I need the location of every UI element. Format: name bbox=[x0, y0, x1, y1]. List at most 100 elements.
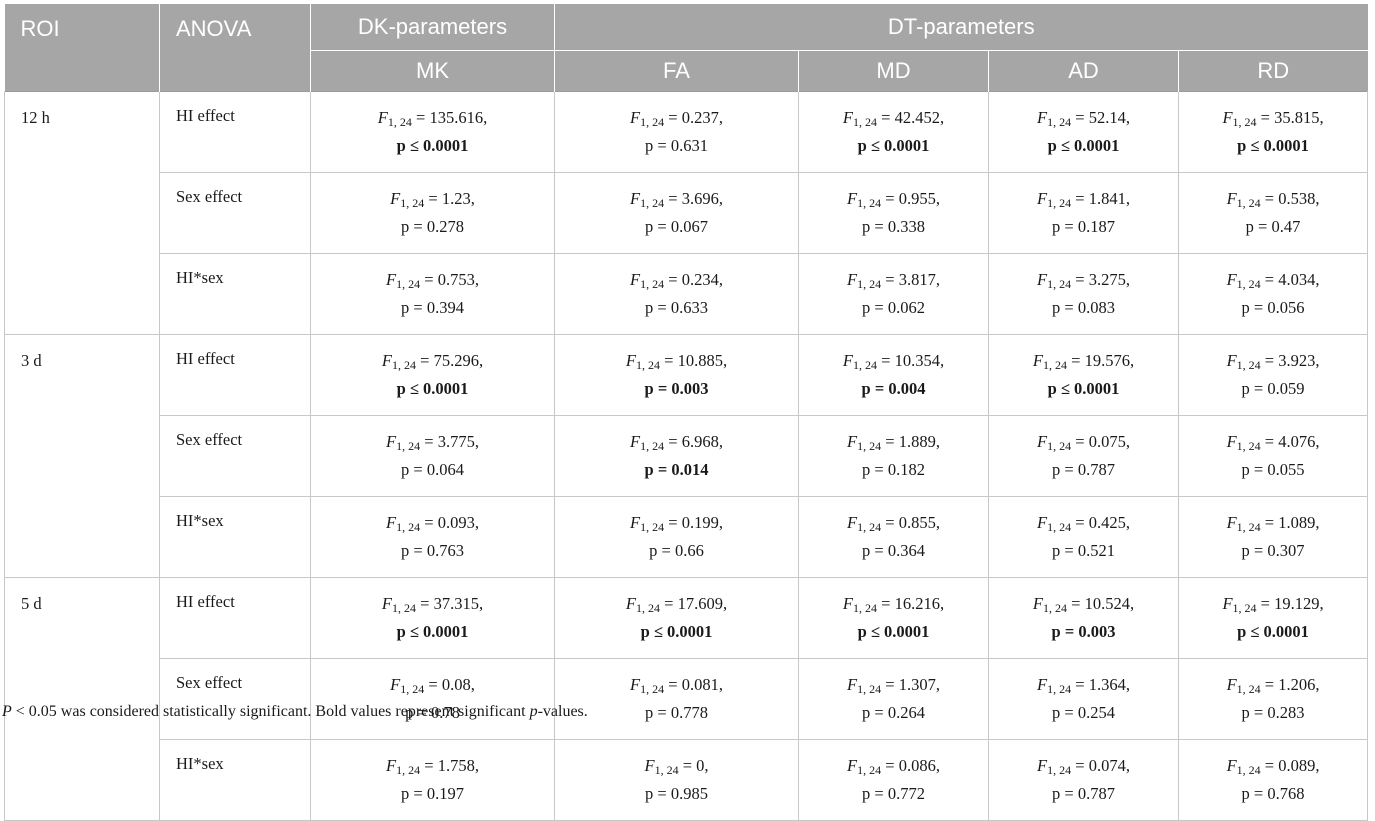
f-statistic: F1, 24 = 3.775, bbox=[386, 432, 479, 453]
p-value-significant: p ≤ 0.0001 bbox=[1237, 622, 1309, 641]
f-symbol: F bbox=[847, 432, 858, 451]
table-row: 3 d HI effect F1, 24 = 75.296, p ≤ 0.0001 F1… bbox=[4, 334, 1369, 578]
stat-cell: F1, 24 = 17.609, p ≤ 0.0001 bbox=[554, 577, 799, 659]
stat-cell: F1, 24 = 1.889, p = 0.182 bbox=[798, 415, 989, 497]
roi-cell: 12 h bbox=[4, 91, 160, 335]
f-statistic: F1, 24 = 0.08, bbox=[390, 675, 475, 696]
f-symbol: F bbox=[630, 675, 641, 694]
anova-cell: HI effect bbox=[159, 577, 311, 659]
f-degrees: 1, 24 bbox=[1047, 115, 1072, 129]
f-degrees: 1, 24 bbox=[1236, 358, 1261, 372]
f-degrees: 1, 24 bbox=[640, 277, 665, 291]
f-value: 75.296 bbox=[433, 351, 479, 370]
f-value: 0.074 bbox=[1088, 756, 1126, 775]
f-degrees: 1, 24 bbox=[1047, 196, 1072, 210]
f-statistic: F1, 24 = 0.753, bbox=[386, 270, 479, 291]
f-value: 1.364 bbox=[1088, 675, 1126, 694]
p-value: p = 0.66 bbox=[649, 541, 704, 560]
f-statistic: F1, 24 = 0.086, bbox=[847, 756, 940, 777]
p-value: p = 0.264 bbox=[862, 703, 925, 722]
f-symbol: F bbox=[847, 270, 858, 289]
f-statistic: F1, 24 = 0.955, bbox=[847, 189, 940, 210]
f-degrees: 1, 24 bbox=[853, 358, 878, 372]
f-degrees: 1, 24 bbox=[396, 520, 421, 534]
f-value: 19.576 bbox=[1084, 351, 1130, 370]
anova-cell: HI*sex bbox=[159, 253, 311, 335]
anova-cell: HI effect bbox=[159, 334, 311, 416]
f-value: 0.075 bbox=[1088, 432, 1126, 451]
p-value: p = 0.059 bbox=[1241, 379, 1305, 398]
f-degrees: 1, 24 bbox=[857, 439, 882, 453]
stat-cell: F1, 24 = 52.14, p ≤ 0.0001 bbox=[988, 91, 1179, 173]
f-statistic: F1, 24 = 75.296, bbox=[381, 351, 484, 372]
f-degrees: 1, 24 bbox=[1047, 439, 1072, 453]
f-symbol: F bbox=[1037, 675, 1048, 694]
f-degrees: 1, 24 bbox=[392, 358, 417, 372]
f-symbol: F bbox=[847, 675, 858, 694]
f-statistic: F1, 24 = 35.815, bbox=[1222, 108, 1324, 129]
f-degrees: 1, 24 bbox=[396, 763, 421, 777]
f-degrees: 1, 24 bbox=[387, 115, 412, 129]
stat-cell: F1, 24 = 75.296, p ≤ 0.0001 bbox=[310, 334, 555, 416]
stat-cell: F1, 24 = 1.206, p = 0.283 bbox=[1177, 658, 1369, 740]
p-value: p = 0.787 bbox=[1052, 784, 1115, 803]
f-symbol: F bbox=[381, 594, 393, 613]
f-degrees: 1, 24 bbox=[1043, 358, 1068, 372]
stat-cell: F1, 24 = 0, p = 0.985 bbox=[554, 739, 799, 821]
p-value: p = 0.631 bbox=[645, 136, 708, 155]
f-value: 1.089 bbox=[1278, 513, 1316, 532]
stat-cell: F1, 24 = 0.237, p = 0.631 bbox=[554, 91, 799, 173]
stat-cell: F1, 24 = 3.775, p = 0.064 bbox=[310, 415, 555, 497]
f-statistic: F1, 24 = 1.23, bbox=[390, 189, 475, 210]
f-value: 4.076 bbox=[1278, 432, 1316, 451]
f-value: 0.234 bbox=[681, 270, 719, 289]
f-statistic: F1, 24 = 10.524, bbox=[1032, 594, 1135, 615]
anova-cell: Sex effect bbox=[159, 172, 311, 254]
stat-cell: F1, 24 = 0.093, p = 0.763 bbox=[310, 496, 555, 578]
p-value: p = 0.394 bbox=[401, 298, 464, 317]
f-statistic: F1, 24 = 0.093, bbox=[386, 513, 479, 534]
stat-cell: F1, 24 = 0.075, p = 0.787 bbox=[988, 415, 1179, 497]
table-row: 5 d HI effect F1, 24 = 37.315, p ≤ 0.0001 F1… bbox=[4, 577, 1369, 821]
p-value-significant: p ≤ 0.0001 bbox=[396, 622, 469, 641]
stat-cell: F1, 24 = 1.23, p = 0.278 bbox=[310, 172, 555, 254]
f-statistic: F1, 24 = 0.089, bbox=[1226, 756, 1320, 777]
f-degrees: 1, 24 bbox=[857, 682, 882, 696]
f-symbol: F bbox=[1226, 351, 1237, 370]
p-value: p = 0.985 bbox=[645, 784, 708, 803]
f-symbol: F bbox=[1037, 432, 1048, 451]
f-symbol: F bbox=[625, 594, 637, 613]
f-degrees: 1, 24 bbox=[1047, 277, 1072, 291]
f-degrees: 1, 24 bbox=[636, 358, 661, 372]
stat-cell: F1, 24 = 19.576, p ≤ 0.0001 bbox=[988, 334, 1179, 416]
f-statistic: F1, 24 = 1.758, bbox=[386, 756, 479, 777]
f-value: 16.216 bbox=[894, 594, 940, 613]
stat-cell: F1, 24 = 16.216, p ≤ 0.0001 bbox=[798, 577, 989, 659]
f-value: 6.968 bbox=[681, 432, 719, 451]
f-statistic: F1, 24 = 19.576, bbox=[1032, 351, 1135, 372]
f-value: 1.206 bbox=[1278, 675, 1316, 694]
f-value: 0.538 bbox=[1278, 189, 1316, 208]
f-degrees: 1, 24 bbox=[1047, 763, 1072, 777]
stat-cell: F1, 24 = 35.815, p ≤ 0.0001 bbox=[1177, 91, 1369, 173]
stat-cell: F1, 24 = 37.315, p ≤ 0.0001 bbox=[310, 577, 555, 659]
anova-cell: HI effect bbox=[159, 91, 311, 173]
f-symbol: F bbox=[847, 189, 858, 208]
f-statistic: F1, 24 = 135.616, bbox=[377, 108, 488, 129]
table-row: 12 h HI effect F1, 24 = 135.616, p ≤ 0.0001… bbox=[4, 91, 1369, 335]
f-statistic: F1, 24 = 1.364, bbox=[1037, 675, 1130, 696]
f-value: 0.08 bbox=[441, 675, 471, 694]
f-value: 19.129 bbox=[1274, 594, 1320, 613]
f-symbol: F bbox=[1226, 513, 1237, 532]
anova-cell: HI*sex bbox=[159, 739, 311, 821]
p-value: p = 0.254 bbox=[1052, 703, 1115, 722]
f-degrees: 1, 24 bbox=[1232, 115, 1257, 129]
header-mk: MK bbox=[310, 50, 555, 92]
header-roi: ROI bbox=[4, 4, 160, 92]
f-statistic: F1, 24 = 10.885, bbox=[625, 351, 728, 372]
f-statistic: F1, 24 = 0.074, bbox=[1037, 756, 1130, 777]
header-ad: AD bbox=[988, 50, 1179, 92]
p-value: p = 0.778 bbox=[645, 703, 708, 722]
f-statistic: F1, 24 = 3.275, bbox=[1037, 270, 1130, 291]
f-value: 10.885 bbox=[677, 351, 723, 370]
